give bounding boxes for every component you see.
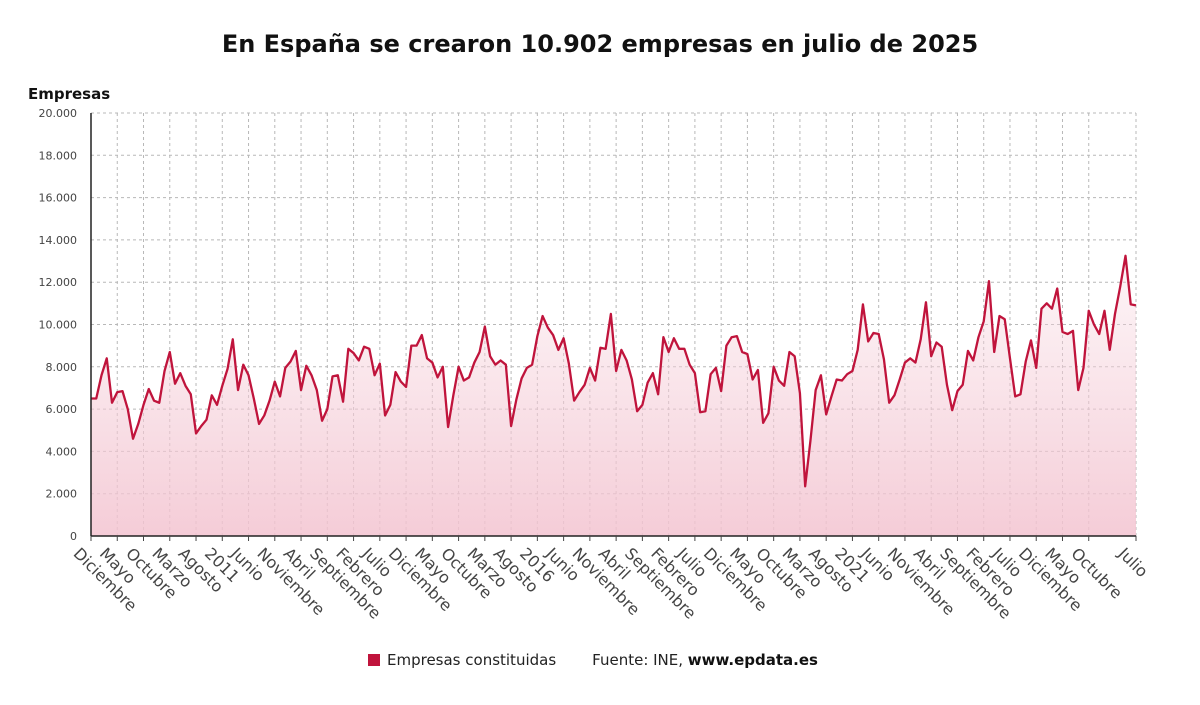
legend-label: Empresas constituidas bbox=[387, 651, 557, 669]
y-tick-label: 0 bbox=[70, 530, 77, 543]
series-area bbox=[91, 255, 1136, 536]
y-tick-label: 16.000 bbox=[39, 192, 78, 205]
y-tick-label: 12.000 bbox=[39, 276, 78, 289]
y-tick-label: 4.000 bbox=[46, 445, 78, 458]
source-site: www.epdata.es bbox=[687, 651, 818, 669]
x-tick-label: Julio bbox=[1114, 543, 1152, 581]
y-tick-label: 2.000 bbox=[46, 488, 78, 501]
y-axis-ticks: 0 2.000 4.000 6.000 8.000 10.000 12.000 14.000 1… bbox=[39, 107, 78, 543]
legend-swatch bbox=[368, 654, 380, 666]
series-line bbox=[91, 254, 1137, 488]
y-axis-title: Empresas bbox=[28, 85, 111, 103]
y-tick-label: 10.000 bbox=[39, 319, 78, 332]
y-tick-label: 6.000 bbox=[46, 403, 78, 416]
source-prefix: Fuente: INE, bbox=[592, 651, 688, 669]
chart-title: En España se crearon 10.902 empresas en … bbox=[221, 30, 979, 58]
y-tick-label: 14.000 bbox=[39, 234, 78, 247]
y-tick-label: 18.000 bbox=[39, 149, 78, 162]
source-note: Fuente: INE, www.epdata.es bbox=[592, 651, 818, 669]
legend: Empresas constituidas Fuente: INE, www.e… bbox=[368, 651, 818, 669]
x-axis-ticks: DiciembreMayoOctubreMarzoAgosto2011Junio… bbox=[70, 536, 1152, 623]
y-tick-label: 20.000 bbox=[39, 107, 78, 120]
y-tick-label: 8.000 bbox=[46, 361, 78, 374]
